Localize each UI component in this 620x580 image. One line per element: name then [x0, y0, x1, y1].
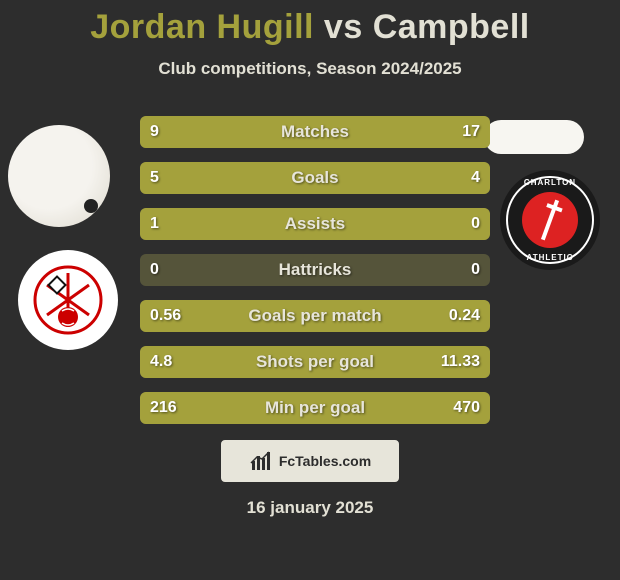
comparison-card: Jordan Hugill vs Campbell Club competiti…	[0, 0, 620, 580]
player1-avatar	[8, 125, 110, 227]
stat-right-value: 0	[471, 254, 480, 286]
stats-container: 9 Matches 17 5 Goals 4 1 Assists 0 0 Hat…	[140, 116, 490, 438]
stat-right-value: 0	[471, 208, 480, 240]
stat-label: Goals per match	[140, 300, 490, 332]
player2-avatar	[484, 120, 584, 154]
player2-name: Campbell	[373, 8, 530, 46]
stat-label: Matches	[140, 116, 490, 148]
bar-chart-icon	[249, 449, 273, 473]
stat-label: Shots per goal	[140, 346, 490, 378]
stat-row: 0 Hattricks 0	[140, 254, 490, 286]
stat-label: Goals	[140, 162, 490, 194]
stat-right-value: 4	[471, 162, 480, 194]
logo-text: FcTables.com	[279, 453, 371, 469]
stat-right-value: 0.24	[449, 300, 480, 332]
club2-name-bottom: ATHLETIC	[527, 253, 574, 262]
stat-right-value: 11.33	[441, 346, 480, 378]
player1-name: Jordan Hugill	[90, 8, 314, 46]
stat-row: 5 Goals 4	[140, 162, 490, 194]
stat-row: 9 Matches 17	[140, 116, 490, 148]
club2-badge: CHARLTON ATHLETIC	[500, 170, 600, 270]
title: Jordan Hugill vs Campbell	[0, 0, 620, 47]
club1-badge	[18, 250, 118, 350]
club2-name-top: CHARLTON	[524, 178, 576, 187]
stat-row: 216 Min per goal 470	[140, 392, 490, 424]
stat-label: Min per goal	[140, 392, 490, 424]
stat-label: Assists	[140, 208, 490, 240]
stat-row: 0.56 Goals per match 0.24	[140, 300, 490, 332]
stat-right-value: 17	[462, 116, 480, 148]
rotherham-badge-icon	[33, 265, 103, 335]
title-vs: vs	[324, 8, 363, 46]
fctables-logo: FcTables.com	[221, 440, 399, 482]
stat-row: 1 Assists 0	[140, 208, 490, 240]
date: 16 january 2025	[0, 498, 620, 518]
stat-right-value: 470	[453, 392, 480, 424]
subtitle: Club competitions, Season 2024/2025	[0, 59, 620, 79]
stat-row: 4.8 Shots per goal 11.33	[140, 346, 490, 378]
stat-label: Hattricks	[140, 254, 490, 286]
